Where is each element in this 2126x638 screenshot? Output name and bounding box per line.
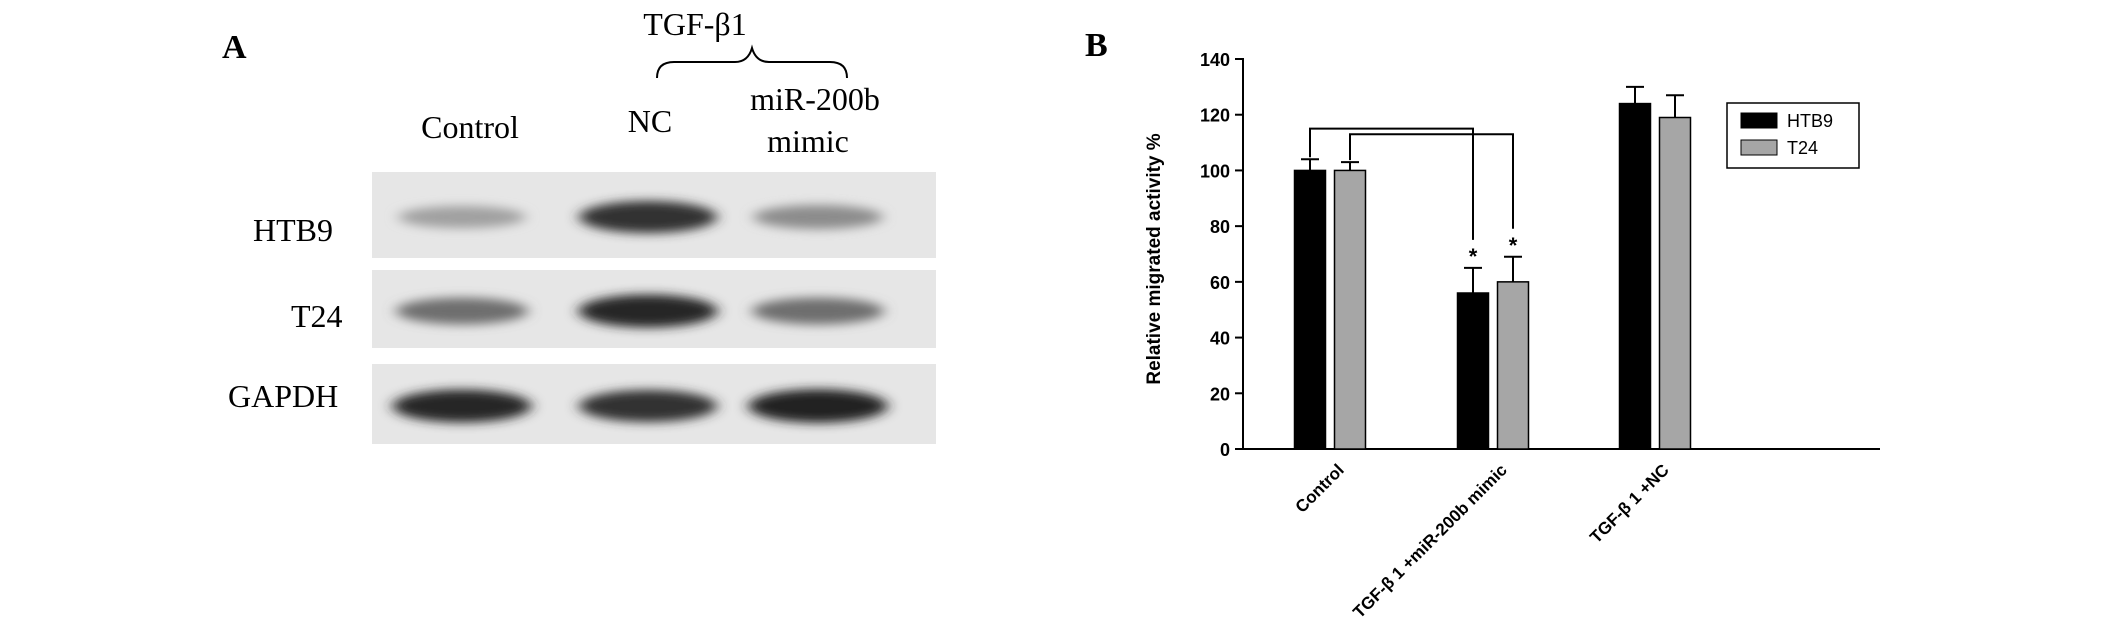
row-label-htb9: HTB9 [253, 212, 333, 248]
lane-label-mir200b: miR-200b [750, 81, 880, 117]
legend-swatch-t24 [1740, 139, 1778, 156]
lane-label-mimic: mimic [767, 123, 849, 159]
y-tick-label: 60 [1210, 273, 1230, 293]
legend-label-t24: T24 [1787, 138, 1818, 158]
blot-band-t24-lane-3 [752, 297, 884, 325]
lane-label-nc: NC [628, 103, 672, 139]
y-tick-label: 140 [1200, 50, 1230, 70]
group-brace [656, 44, 848, 79]
lane-label-control: Control [421, 109, 519, 145]
bar-htb9-2 [1456, 292, 1490, 450]
bar-t24-1 [1333, 169, 1367, 450]
significance-star: * [1469, 244, 1478, 269]
significance-star: * [1509, 233, 1518, 258]
blot-band-t24-lane-2 [578, 294, 718, 328]
blot-band-htb9-lane-1 [398, 205, 526, 229]
bar-htb9-1 [1293, 169, 1327, 450]
y-axis-label: Relative migrated activity % [1144, 133, 1165, 384]
comparison-bracket-htb9 [1309, 127, 1474, 240]
y-tick-label: 100 [1200, 161, 1230, 181]
y-tick-label: 40 [1210, 329, 1230, 349]
legend-swatch-htb9 [1740, 112, 1778, 129]
tgf-beta1-group-label: TGF-β1 [643, 6, 746, 42]
blot-band-gapdh-lane-1 [392, 389, 532, 423]
y-tick-label: 120 [1200, 106, 1230, 126]
bar-t24-2 [1496, 281, 1530, 450]
blot-band-gapdh-lane-2 [579, 389, 717, 423]
bar-htb9-3 [1618, 102, 1652, 450]
bar-t24-3 [1658, 116, 1692, 450]
bar-chart: 0 20 40 60 80 100 120 140 Relative migrated acti… [1144, 50, 1880, 622]
western-blot-image [372, 172, 936, 444]
blot-band-t24-lane-1 [396, 297, 528, 325]
y-tick-label: 80 [1210, 217, 1230, 237]
x-category-label: TGF-β 1 +NC [1586, 460, 1673, 547]
row-label-gapdh: GAPDH [228, 378, 338, 414]
y-tick-label: 0 [1220, 440, 1230, 460]
panel-b-label: B [1085, 27, 1108, 64]
panel-b: B 0 20 40 60 80 100 120 140 Relative migrated ac… [1085, 27, 1880, 622]
row-label-t24: T24 [291, 298, 343, 334]
legend-label-htb9: HTB9 [1787, 111, 1833, 131]
blot-band-htb9-lane-2 [579, 200, 717, 234]
panel-a-label: A [222, 29, 247, 66]
x-category-label: Control [1292, 460, 1348, 516]
x-category-label: TGF-β 1 +miR-200b mimic [1349, 460, 1510, 621]
panel-a: A TGF-β1 Control NC miR-200b mimic HTB9 … [222, 6, 936, 444]
y-tick-label: 20 [1210, 384, 1230, 404]
blot-band-gapdh-lane-3 [748, 389, 888, 423]
comparison-bracket-t24 [1349, 133, 1514, 229]
blot-band-htb9-lane-3 [753, 204, 883, 230]
